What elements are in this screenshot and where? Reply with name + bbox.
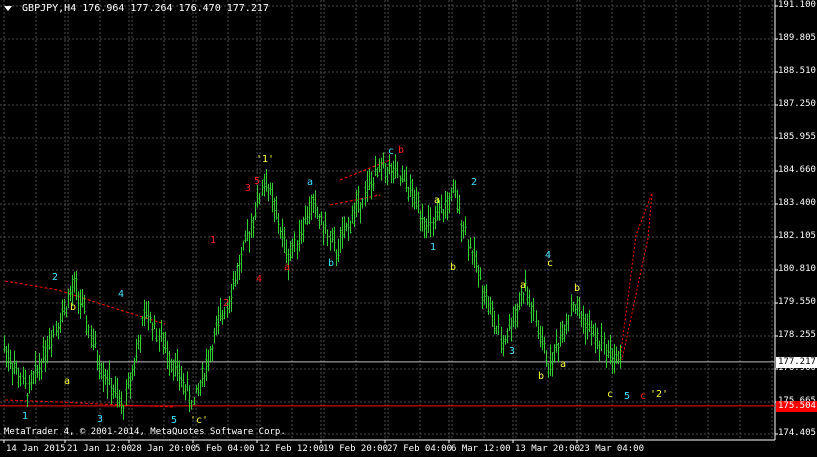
price-tick-label: 182.105	[778, 231, 816, 241]
wave-label: c	[640, 391, 647, 402]
wave-label: a	[64, 376, 71, 387]
wave-label: c	[547, 258, 554, 269]
price-tick-label: 176.960	[778, 363, 816, 373]
price-tick-label: 191.100	[778, 0, 816, 10]
date-tick-label: 6 Mar 12:00	[451, 444, 511, 454]
date-tick-label: 12 Feb 12:00	[259, 444, 325, 454]
trend-lines	[0, 159, 775, 408]
wave-label: c	[607, 389, 614, 400]
lower-trend-line	[4, 399, 176, 408]
wave-label: 2	[52, 272, 59, 283]
price-tick-label: 189.805	[778, 33, 816, 43]
date-tick-label: 19 Feb 20:00	[323, 444, 389, 454]
wave-label: 'c'	[190, 415, 209, 426]
wave-label: 5	[254, 176, 261, 187]
price-tick-label: 184.660	[778, 165, 816, 175]
support-price-tag: 175.504	[776, 400, 817, 412]
wave-label: a	[560, 359, 567, 370]
wave-label: 2	[223, 298, 230, 309]
wave-label: 4	[118, 289, 125, 300]
symbol-timeframe: GBPJPY,H4	[22, 3, 77, 14]
wave-label: b	[538, 371, 545, 382]
wave-label: 4	[545, 250, 552, 261]
wave-label: a	[434, 195, 441, 206]
wave-label: 2	[471, 177, 478, 188]
copyright-text: MetaTrader 4, © 2001-2014, MetaQuotes So…	[4, 427, 286, 437]
date-tick-label: 14 Jan 2015	[6, 444, 66, 454]
current-price-tag: 177.217	[776, 356, 817, 368]
price-tick-label: 183.400	[778, 198, 816, 208]
wave-label: a	[307, 177, 314, 188]
wave-label: b	[574, 283, 581, 294]
wave-label: c	[388, 146, 395, 157]
date-tick-label: 23 Mar 04:00	[579, 444, 645, 454]
price-tick-label: 180.810	[778, 264, 816, 274]
top-channel-line-upper	[339, 159, 391, 181]
wave-label: '1'	[256, 154, 275, 165]
price-tick-label: 179.550	[778, 297, 816, 307]
projection-path	[619, 192, 653, 361]
price-tick-label: 174.405	[778, 428, 816, 438]
price-tick-label: 185.955	[778, 132, 816, 142]
price-tick-label: 187.250	[778, 99, 816, 109]
date-tick-label: 5 Feb 04:00	[195, 444, 255, 454]
wave-label: 4	[256, 274, 263, 285]
wave-label: 5	[624, 391, 631, 402]
wave-label: 3	[245, 183, 252, 194]
wave-label: a	[284, 262, 291, 273]
chart-title: GBPJPY,H4 176.964 177.264 176.470 177.21…	[4, 3, 269, 15]
wave-label: 3	[509, 346, 516, 357]
date-tick-label: 13 Mar 20:00	[515, 444, 581, 454]
price-tick-label: 178.255	[778, 330, 816, 340]
wave-label: 3	[97, 414, 104, 425]
price-bars	[3, 152, 622, 420]
price-tick-label: 188.510	[778, 66, 816, 76]
wave-label: b	[328, 258, 335, 269]
date-tick-label: 28 Jan 20:00	[131, 444, 197, 454]
wave-label: b	[70, 302, 77, 313]
date-tick-label: 21 Jan 12:00	[67, 444, 133, 454]
wave-label: 1	[22, 411, 29, 422]
date-tick-label: 27 Feb 04:00	[387, 444, 453, 454]
wave-label: 5	[171, 415, 178, 426]
ohlc-values: 176.964 177.264 176.470 177.217	[82, 3, 269, 14]
chart-grid	[0, 0, 778, 443]
wave-label: b	[450, 262, 457, 273]
wave-label: 1	[430, 242, 437, 253]
symbol-menu-arrow-icon[interactable]	[4, 5, 12, 11]
wave-label: b	[398, 145, 405, 156]
wave-label: '2'	[650, 389, 669, 400]
wave-label: 1	[210, 235, 217, 246]
wave-label: a	[520, 280, 527, 291]
